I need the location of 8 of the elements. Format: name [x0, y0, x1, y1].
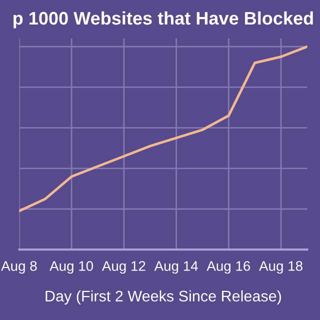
x-tick-label: Aug 10: [50, 261, 94, 274]
x-tick-label: Aug 12: [102, 261, 146, 274]
x-tick-label: Aug 18: [259, 261, 302, 274]
x-axis-title: Day (First 2 Weeks Since Release): [46, 290, 281, 305]
x-tick-label: Aug 8: [1, 261, 37, 274]
x-tick-label: Aug 16: [206, 261, 250, 274]
x-tick-label: Aug 14: [154, 261, 198, 274]
chart-title: p 1000 Websites that Have Blocked: [14, 11, 313, 28]
